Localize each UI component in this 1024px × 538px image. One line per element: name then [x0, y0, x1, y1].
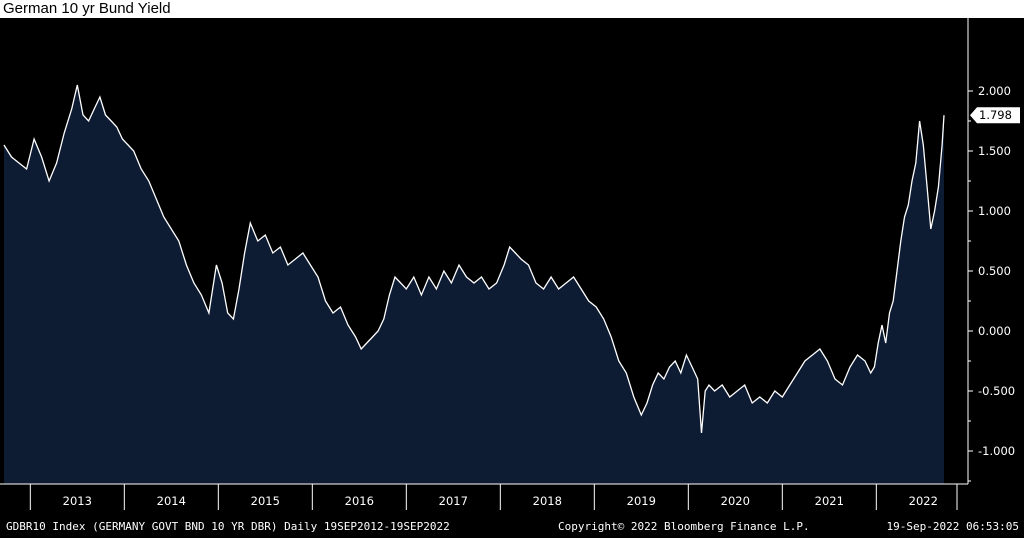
chart-container: 2.000 1.500 1.000 0.500 0.000 -0.500 -1.000 20…	[0, 18, 1024, 538]
series-line	[3, 84, 945, 434]
last-value-box	[970, 107, 1020, 124]
footer-timestamp: 19-Sep-2022 06:53:05	[887, 520, 1019, 533]
x-tick-label: 2013	[63, 494, 92, 508]
x-axis: 2013 2014 2015 2016 2017 2018 2019 2020 2021 2022	[0, 483, 968, 510]
x-tick-label: 2022	[909, 494, 938, 508]
x-tick-label: 2019	[627, 494, 656, 508]
y-tick-label: 1.500	[978, 144, 1011, 158]
last-value-marker: 1.798	[970, 107, 1020, 124]
last-value-label: 1.798	[979, 108, 1012, 122]
y-tick-label: -0.500	[978, 384, 1015, 398]
x-tick-label: 2014	[157, 494, 186, 508]
chart-title: German 10 yr Bund Yield	[3, 0, 171, 17]
chart-svg: 2.000 1.500 1.000 0.500 0.000 -0.500 -1.000 20…	[0, 18, 1020, 533]
y-tick-label: -1.000	[978, 444, 1015, 458]
y-tick-label: 1.000	[978, 204, 1011, 218]
x-tick-label: 2021	[815, 494, 844, 508]
y-tick-label: 0.000	[978, 324, 1011, 338]
x-tick-label: 2015	[251, 494, 280, 508]
x-tick-label: 2017	[439, 494, 468, 508]
plot-area	[3, 84, 945, 484]
y-axis: 2.000 1.500 1.000 0.500 0.000 -0.500 -1.000	[967, 18, 1015, 484]
x-tick-label: 2018	[533, 494, 562, 508]
series-area	[4, 85, 944, 484]
y-tick-label: 2.000	[978, 84, 1011, 98]
y-tick-label: 0.500	[978, 264, 1011, 278]
x-tick-label: 2020	[721, 494, 750, 508]
x-tick-label: 2016	[345, 494, 374, 508]
footer-ticker: GDBR10 Index (GERMANY GOVT BND 10 YR DBR…	[6, 520, 450, 533]
footer-copyright: Copyright© 2022 Bloomberg Finance L.P.	[558, 520, 810, 533]
